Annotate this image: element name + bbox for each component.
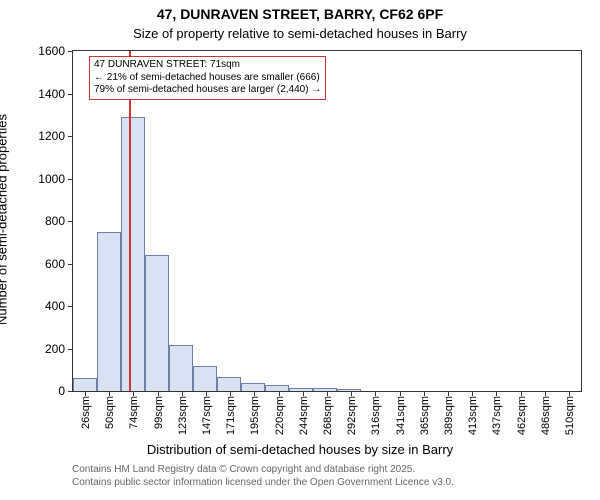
- footer-line: Contains public sector information licen…: [72, 477, 454, 490]
- y-tick-label: 1000: [38, 172, 73, 186]
- x-tick-label: 26sqm: [78, 396, 92, 429]
- histogram-bar: [145, 255, 169, 391]
- histogram-bar: [241, 383, 265, 392]
- y-axis-label: Number of semi-detached properties: [0, 50, 10, 390]
- plot-area: 0200400600800100012001400160026sqm50sqm7…: [72, 50, 582, 392]
- annotation-line: 79% of semi-detached houses are larger (…: [94, 84, 321, 97]
- histogram-bar: [121, 117, 145, 391]
- x-tick-label: 413sqm: [465, 396, 479, 435]
- x-tick-label: 316sqm: [368, 396, 382, 435]
- histogram-bar: [73, 378, 97, 391]
- x-tick-label: 341sqm: [393, 396, 407, 435]
- x-tick-label: 244sqm: [296, 396, 310, 435]
- annotation-line: ← 21% of semi-detached houses are smalle…: [94, 72, 321, 85]
- figure: 47, DUNRAVEN STREET, BARRY, CF62 6PF Siz…: [0, 0, 600, 500]
- x-tick-label: 268sqm: [320, 396, 334, 435]
- histogram-bar: [217, 377, 241, 391]
- histogram-bar: [265, 385, 289, 391]
- title-main: 47, DUNRAVEN STREET, BARRY, CF62 6PF: [0, 6, 600, 22]
- y-tick-label: 600: [45, 257, 73, 271]
- x-tick-label: 50sqm: [102, 396, 116, 429]
- histogram-bar: [313, 388, 337, 391]
- title-sub: Size of property relative to semi-detach…: [0, 26, 600, 41]
- y-tick-label: 1600: [38, 44, 73, 58]
- x-tick-label: 292sqm: [344, 396, 358, 435]
- x-tick-label: 123sqm: [175, 396, 189, 435]
- histogram-bar: [289, 388, 313, 391]
- x-tick-label: 195sqm: [247, 396, 261, 435]
- footer-line: Contains HM Land Registry data © Crown c…: [72, 464, 454, 477]
- y-tick-label: 1200: [38, 129, 73, 143]
- attribution-footer: Contains HM Land Registry data © Crown c…: [72, 464, 454, 489]
- histogram-bar: [337, 389, 361, 391]
- x-tick-label: 462sqm: [514, 396, 528, 435]
- x-tick-label: 171sqm: [223, 396, 237, 435]
- y-tick-label: 200: [45, 342, 73, 356]
- annotation-line: 47 DUNRAVEN STREET: 71sqm: [94, 59, 321, 72]
- y-tick-label: 1400: [38, 87, 73, 101]
- x-tick-label: 389sqm: [441, 396, 455, 435]
- x-axis-label: Distribution of semi-detached houses by …: [0, 442, 600, 457]
- x-tick-label: 486sqm: [538, 396, 552, 435]
- x-tick-label: 437sqm: [489, 396, 503, 435]
- x-tick-label: 365sqm: [417, 396, 431, 435]
- x-tick-label: 99sqm: [151, 396, 165, 429]
- histogram-bar: [169, 345, 193, 391]
- x-tick-label: 147sqm: [199, 396, 213, 435]
- y-tick-label: 400: [45, 299, 73, 313]
- x-tick-label: 74sqm: [126, 396, 140, 429]
- histogram-bar: [193, 366, 217, 392]
- x-tick-label: 220sqm: [272, 396, 286, 435]
- histogram-bar: [97, 232, 121, 391]
- annotation-box: 47 DUNRAVEN STREET: 71sqm ← 21% of semi-…: [89, 56, 326, 100]
- y-tick-label: 0: [58, 384, 73, 398]
- property-marker-line: [129, 51, 131, 391]
- y-tick-label: 800: [45, 214, 73, 228]
- x-tick-label: 510sqm: [562, 396, 576, 435]
